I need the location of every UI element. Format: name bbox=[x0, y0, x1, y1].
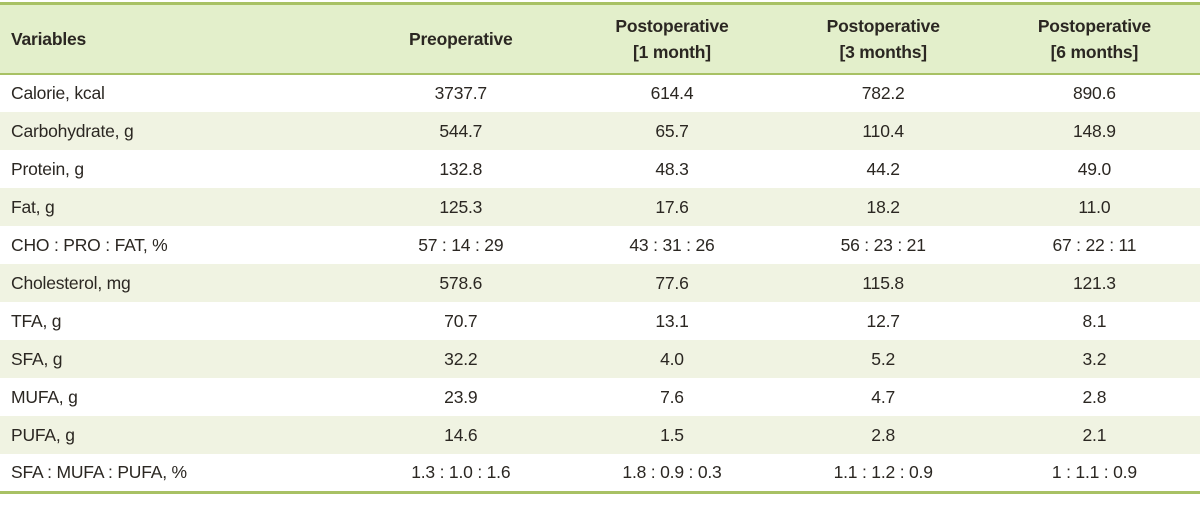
table-row: Carbohydrate, g 544.7 65.7 110.4 148.9 bbox=[0, 112, 1200, 150]
row-value: 1.8 : 0.9 : 0.3 bbox=[566, 454, 778, 492]
row-value: 4.0 bbox=[566, 340, 778, 378]
row-value: 132.8 bbox=[355, 150, 567, 188]
table-row: Cholesterol, mg 578.6 77.6 115.8 121.3 bbox=[0, 264, 1200, 302]
row-label: MUFA, g bbox=[0, 378, 356, 416]
row-value: 14.6 bbox=[355, 416, 567, 454]
row-value: 57 : 14 : 29 bbox=[355, 226, 567, 264]
column-header-title: Postoperative bbox=[615, 16, 729, 36]
row-value: 148.9 bbox=[988, 112, 1200, 150]
row-value: 23.9 bbox=[355, 378, 567, 416]
row-value: 3737.7 bbox=[355, 74, 567, 112]
row-value: 48.3 bbox=[566, 150, 778, 188]
row-value: 121.3 bbox=[988, 264, 1200, 302]
column-header-title: Postoperative bbox=[1037, 16, 1151, 36]
row-value: 65.7 bbox=[566, 112, 778, 150]
row-value: 11.0 bbox=[988, 188, 1200, 226]
table-row: TFA, g 70.7 13.1 12.7 8.1 bbox=[0, 302, 1200, 340]
table-row: PUFA, g 14.6 1.5 2.8 2.1 bbox=[0, 416, 1200, 454]
row-value: 7.6 bbox=[566, 378, 778, 416]
row-value: 43 : 31 : 26 bbox=[566, 226, 778, 264]
table-row: SFA : MUFA : PUFA, % 1.3 : 1.0 : 1.6 1.8… bbox=[0, 454, 1200, 492]
row-label: Cholesterol, mg bbox=[0, 264, 356, 302]
row-value: 44.2 bbox=[777, 150, 989, 188]
row-value: 4.7 bbox=[777, 378, 989, 416]
row-label: Protein, g bbox=[0, 150, 356, 188]
header-row: Variables Preoperative Postoperative [1 … bbox=[0, 3, 1200, 75]
table-row: CHO : PRO : FAT, % 57 : 14 : 29 43 : 31 … bbox=[0, 226, 1200, 264]
row-value: 49.0 bbox=[988, 150, 1200, 188]
row-value: 110.4 bbox=[777, 112, 989, 150]
row-label: Carbohydrate, g bbox=[0, 112, 356, 150]
row-value: 5.2 bbox=[777, 340, 989, 378]
row-value: 67 : 22 : 11 bbox=[988, 226, 1200, 264]
row-value: 115.8 bbox=[777, 264, 989, 302]
row-value: 782.2 bbox=[777, 74, 989, 112]
row-value: 12.7 bbox=[777, 302, 989, 340]
column-header-title: Variables bbox=[11, 29, 87, 49]
row-value: 18.2 bbox=[777, 188, 989, 226]
table-row: Protein, g 132.8 48.3 44.2 49.0 bbox=[0, 150, 1200, 188]
row-value: 56 : 23 : 21 bbox=[777, 226, 989, 264]
row-label: Fat, g bbox=[0, 188, 356, 226]
table-body: Calorie, kcal 3737.7 614.4 782.2 890.6 C… bbox=[0, 74, 1200, 492]
row-label: CHO : PRO : FAT, % bbox=[0, 226, 356, 264]
row-value: 544.7 bbox=[355, 112, 567, 150]
row-value: 70.7 bbox=[355, 302, 567, 340]
column-header-subtitle: [1 month] bbox=[633, 42, 711, 62]
row-value: 1.5 bbox=[566, 416, 778, 454]
table-row: Calorie, kcal 3737.7 614.4 782.2 890.6 bbox=[0, 74, 1200, 112]
column-header-title: Preoperative bbox=[408, 29, 513, 49]
row-value: 32.2 bbox=[355, 340, 567, 378]
row-value: 125.3 bbox=[355, 188, 567, 226]
column-header-postop-1-month: Postoperative [1 month] bbox=[566, 3, 778, 75]
row-value: 3.2 bbox=[988, 340, 1200, 378]
row-value: 578.6 bbox=[355, 264, 567, 302]
row-value: 1.1 : 1.2 : 0.9 bbox=[777, 454, 989, 492]
row-value: 2.8 bbox=[777, 416, 989, 454]
table-row: SFA, g 32.2 4.0 5.2 3.2 bbox=[0, 340, 1200, 378]
row-value: 13.1 bbox=[566, 302, 778, 340]
row-label: SFA : MUFA : PUFA, % bbox=[0, 454, 356, 492]
row-value: 8.1 bbox=[988, 302, 1200, 340]
table-row: Fat, g 125.3 17.6 18.2 11.0 bbox=[0, 188, 1200, 226]
column-header-variables: Variables bbox=[0, 3, 356, 75]
row-value: 890.6 bbox=[988, 74, 1200, 112]
row-value: 2.8 bbox=[988, 378, 1200, 416]
column-header-postop-6-months: Postoperative [6 months] bbox=[988, 3, 1200, 75]
table-row: MUFA, g 23.9 7.6 4.7 2.8 bbox=[0, 378, 1200, 416]
row-value: 2.1 bbox=[988, 416, 1200, 454]
row-value: 17.6 bbox=[566, 188, 778, 226]
row-label: SFA, g bbox=[0, 340, 356, 378]
column-header-title: Postoperative bbox=[826, 16, 940, 36]
column-header-subtitle: [3 months] bbox=[839, 42, 927, 62]
column-header-postop-3-months: Postoperative [3 months] bbox=[777, 3, 989, 75]
row-value: 1.3 : 1.0 : 1.6 bbox=[355, 454, 567, 492]
table-header: Variables Preoperative Postoperative [1 … bbox=[0, 3, 1200, 75]
row-value: 614.4 bbox=[566, 74, 778, 112]
row-label: PUFA, g bbox=[0, 416, 356, 454]
row-label: TFA, g bbox=[0, 302, 356, 340]
column-header-subtitle: [6 months] bbox=[1050, 42, 1139, 62]
row-label: Calorie, kcal bbox=[0, 74, 356, 112]
row-value: 1 : 1.1 : 0.9 bbox=[988, 454, 1200, 492]
nutrition-intake-table: Variables Preoperative Postoperative [1 … bbox=[0, 2, 1200, 494]
column-header-preoperative: Preoperative bbox=[355, 3, 567, 75]
row-value: 77.6 bbox=[566, 264, 778, 302]
